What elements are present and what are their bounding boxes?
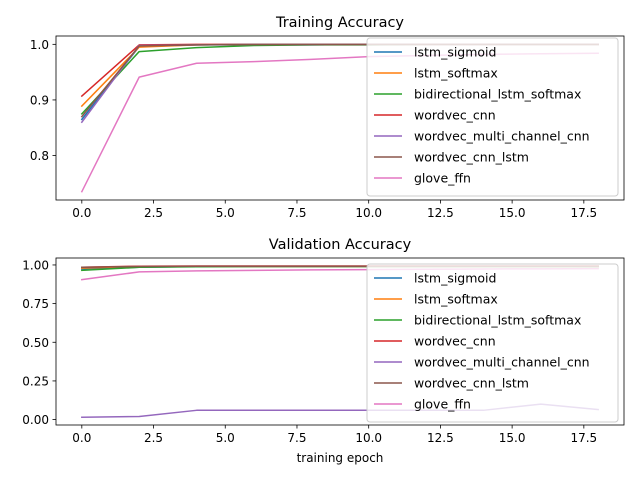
x-axis-label: training epoch bbox=[297, 451, 384, 465]
legend-label: wordvec_cnn_lstm bbox=[414, 376, 529, 391]
legend-label: wordvec_cnn bbox=[414, 108, 496, 123]
chart-title: Validation Accuracy bbox=[269, 237, 412, 253]
axes-frame bbox=[55, 257, 625, 426]
x-tick-label: 7.5 bbox=[287, 206, 306, 220]
y-tick-label: 0.25 bbox=[22, 374, 49, 388]
y-tick-label: 0.50 bbox=[22, 336, 49, 350]
x-tick-label: 15.0 bbox=[499, 206, 526, 220]
x-tick-label: 2.5 bbox=[144, 431, 163, 445]
x-tick-label: 5.0 bbox=[216, 206, 235, 220]
legend-box bbox=[366, 263, 619, 423]
y-tick-label: 0.00 bbox=[22, 413, 49, 427]
legend-label: lstm_softmax bbox=[414, 66, 498, 81]
legend-label: glove_ffn bbox=[414, 397, 471, 412]
x-tick-label: 17.5 bbox=[570, 431, 597, 445]
x-tick-label: 0.0 bbox=[72, 206, 91, 220]
x-tick-label: 10.0 bbox=[355, 431, 382, 445]
x-tick-label: 15.0 bbox=[499, 431, 526, 445]
chart-title: Training Accuracy bbox=[275, 15, 404, 31]
x-tick-label: 5.0 bbox=[216, 431, 235, 445]
legend-label: bidirectional_lstm_softmax bbox=[414, 87, 581, 102]
validation-accuracy-subplot: Validation Accuracy 0.0 2.5 5.0 7.5 10.0 12.5 1… bbox=[22, 237, 625, 465]
y-tick-label: 0.9 bbox=[30, 93, 49, 107]
y-tick-label: 1.00 bbox=[22, 258, 49, 272]
legend-label: wordvec_multi_channel_cnn bbox=[414, 355, 590, 370]
legend: lstm_sigmoid lstm_softmax bidirectional_ls… bbox=[366, 263, 619, 423]
legend-label: glove_ffn bbox=[414, 171, 471, 186]
y-tick-label: 0.75 bbox=[22, 297, 49, 311]
legend-label: wordvec_cnn bbox=[414, 334, 496, 349]
axes-frame bbox=[55, 35, 625, 201]
x-tick-label: 7.5 bbox=[287, 431, 306, 445]
x-tick-label: 2.5 bbox=[144, 206, 163, 220]
x-tick-label: 17.5 bbox=[570, 206, 597, 220]
legend-label: wordvec_cnn_lstm bbox=[414, 150, 529, 165]
y-tick-label: 0.8 bbox=[30, 149, 49, 163]
legend: lstm_sigmoid lstm_softmax bidirectional_ls… bbox=[366, 37, 619, 197]
x-tick-label: 12.5 bbox=[427, 431, 454, 445]
x-tick-label: 0.0 bbox=[72, 431, 91, 445]
x-tick-label: 12.5 bbox=[427, 206, 454, 220]
legend-label: lstm_sigmoid bbox=[414, 45, 496, 60]
y-tick-label: 1.0 bbox=[30, 38, 49, 52]
legend-box bbox=[366, 37, 619, 197]
legend-label: lstm_softmax bbox=[414, 292, 498, 307]
training-accuracy-subplot: Training Accuracy 0.0 2.5 5.0 7.5 10.0 12.5 15.… bbox=[30, 15, 625, 220]
legend-label: lstm_sigmoid bbox=[414, 271, 496, 286]
x-tick-label: 10.0 bbox=[355, 206, 382, 220]
legend-label: bidirectional_lstm_softmax bbox=[414, 313, 581, 328]
legend-label: wordvec_multi_channel_cnn bbox=[414, 129, 590, 144]
